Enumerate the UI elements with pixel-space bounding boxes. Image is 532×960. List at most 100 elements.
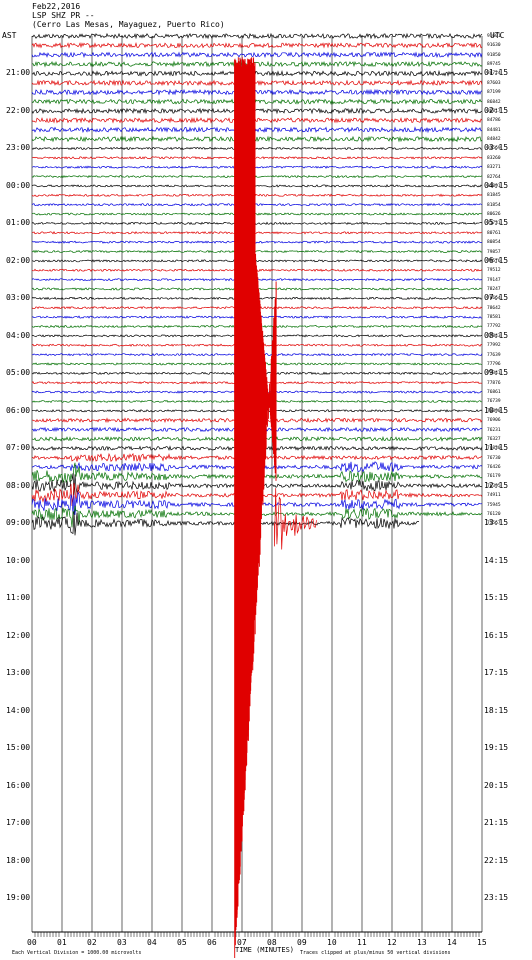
local-hour-label: 06:00 — [6, 405, 31, 415]
local-hour-label: 07:00 — [6, 443, 31, 453]
trace-line — [31, 98, 483, 105]
utc-hour-label: 07:15 — [484, 293, 509, 303]
trace-line — [31, 249, 483, 254]
local-hour-label: 04:00 — [6, 330, 31, 340]
local-hour-label: 13:00 — [6, 668, 31, 678]
local-hour-label: 14:00 — [6, 705, 31, 715]
trace-line — [31, 203, 483, 207]
trace-line — [31, 231, 483, 235]
trace-line — [31, 126, 483, 134]
trace-count-label: 84481 — [487, 127, 501, 133]
trace-count-label: 91850 — [487, 52, 501, 58]
trace-count-label: 77843 — [487, 333, 501, 339]
utc-hour-label: 19:15 — [484, 743, 509, 753]
trace-line — [31, 259, 483, 263]
earthquake-signal — [234, 57, 277, 959]
local-hour-label: 19:00 — [6, 893, 31, 903]
local-hour-label: 03:00 — [6, 293, 31, 303]
trace-line — [31, 135, 483, 143]
trace-count-label: 81891 — [487, 183, 501, 189]
utc-hour-label: 02:15 — [484, 105, 509, 115]
utc-hour-label: 05:15 — [484, 218, 509, 228]
trace-count-label: 76179 — [487, 474, 501, 480]
trace-count-label: 87603 — [487, 80, 501, 86]
trace-line — [31, 88, 483, 96]
utc-hour-label: 23:15 — [484, 893, 509, 903]
x-tick-label: 05 — [177, 938, 187, 947]
trace-count-label: 76327 — [487, 436, 501, 442]
utc-hour-label: 04:15 — [484, 180, 509, 190]
utc-hour-label: 12:15 — [484, 480, 509, 490]
trace-count-label: 79857 — [487, 249, 501, 255]
x-tick-label: 03 — [117, 938, 127, 947]
utc-hour-label: 08:15 — [484, 330, 509, 340]
trace-count-label: 76426 — [487, 465, 501, 471]
trace-count-label: 77992 — [487, 343, 501, 349]
trace-count-label: 78664 — [487, 296, 501, 302]
trace-count-label: 76730 — [487, 455, 501, 461]
x-tick-label: 06 — [207, 938, 217, 947]
trace-count-label: 76395 — [487, 483, 501, 489]
trace-count-label: 75945 — [487, 502, 501, 508]
trace-count-label: 80854 — [487, 240, 501, 246]
trace-count-label: 84786 — [487, 118, 501, 124]
local-hour-label: 16:00 — [6, 780, 31, 790]
local-hour-label: 18:00 — [6, 855, 31, 865]
x-tick-label: 15 — [477, 938, 487, 947]
trace-count-label: 76739 — [487, 399, 501, 405]
utc-hour-label: 22:15 — [484, 855, 509, 865]
x-tick-label: 11 — [357, 938, 367, 947]
x-tick-label: 07 — [237, 938, 247, 947]
local-hour-label: 15:00 — [6, 743, 31, 753]
trace-count-label: 86817 — [487, 108, 501, 114]
trace-count-label: 78581 — [487, 315, 501, 321]
trace-count-label: 79576 — [487, 258, 501, 264]
trace-count-label: 82764 — [487, 174, 501, 180]
utc-hour-label: 10:15 — [484, 405, 509, 415]
local-hour-label: 01:00 — [6, 218, 31, 228]
trace-line — [31, 184, 483, 188]
trace-count-label: 88724 — [487, 71, 501, 77]
utc-hour-label: 21:15 — [484, 818, 509, 828]
trace-count-label: 77341 — [487, 371, 501, 377]
trace-line — [31, 60, 483, 68]
trace-line — [31, 193, 483, 198]
earthquake-coda — [274, 488, 317, 550]
local-hour-label: 02:00 — [6, 255, 31, 265]
trace-line — [31, 221, 483, 226]
x-tick-label: 14 — [447, 938, 457, 947]
utc-hour-label: 18:15 — [484, 705, 509, 715]
trace-count-label: 76830 — [487, 446, 501, 452]
left-axis-label: AST — [2, 31, 17, 40]
trace-count-label: 83260 — [487, 155, 501, 161]
trace-line — [31, 174, 483, 179]
trace-count-label: 79512 — [487, 268, 501, 274]
utc-hour-label: 01:15 — [484, 68, 509, 78]
trace-line — [31, 107, 483, 115]
utc-hour-label: 11:15 — [484, 443, 509, 453]
trace-count-label: 75567 — [487, 521, 501, 527]
trace-line — [31, 156, 483, 160]
x-tick-label: 08 — [267, 938, 277, 947]
header-station: LSP SHZ PR -- — [32, 11, 95, 20]
local-hour-label: 21:00 — [6, 68, 31, 78]
utc-hour-label: 14:15 — [484, 555, 509, 565]
trace-line — [31, 42, 483, 49]
header-date: Feb22,2016 — [32, 2, 81, 11]
local-hour-label: 22:00 — [6, 105, 31, 115]
trace-count-label: 76231 — [487, 427, 501, 433]
x-tick-label: 10 — [327, 938, 337, 947]
trace-count-label: 78642 — [487, 305, 501, 311]
utc-hour-label: 13:15 — [484, 518, 509, 528]
trace-count-label: 91601 — [487, 34, 501, 39]
local-hour-label: 23:00 — [6, 143, 31, 153]
trace-count-label: 80626 — [487, 212, 501, 218]
trace-line — [31, 79, 483, 87]
local-hour-label: 10:00 — [6, 555, 31, 565]
trace-count-label: 91630 — [487, 43, 501, 49]
trace-line — [31, 69, 483, 77]
trace-count-label: 77796 — [487, 361, 501, 367]
trace-count-label: 76120 — [487, 511, 501, 517]
trace-line — [31, 116, 483, 124]
